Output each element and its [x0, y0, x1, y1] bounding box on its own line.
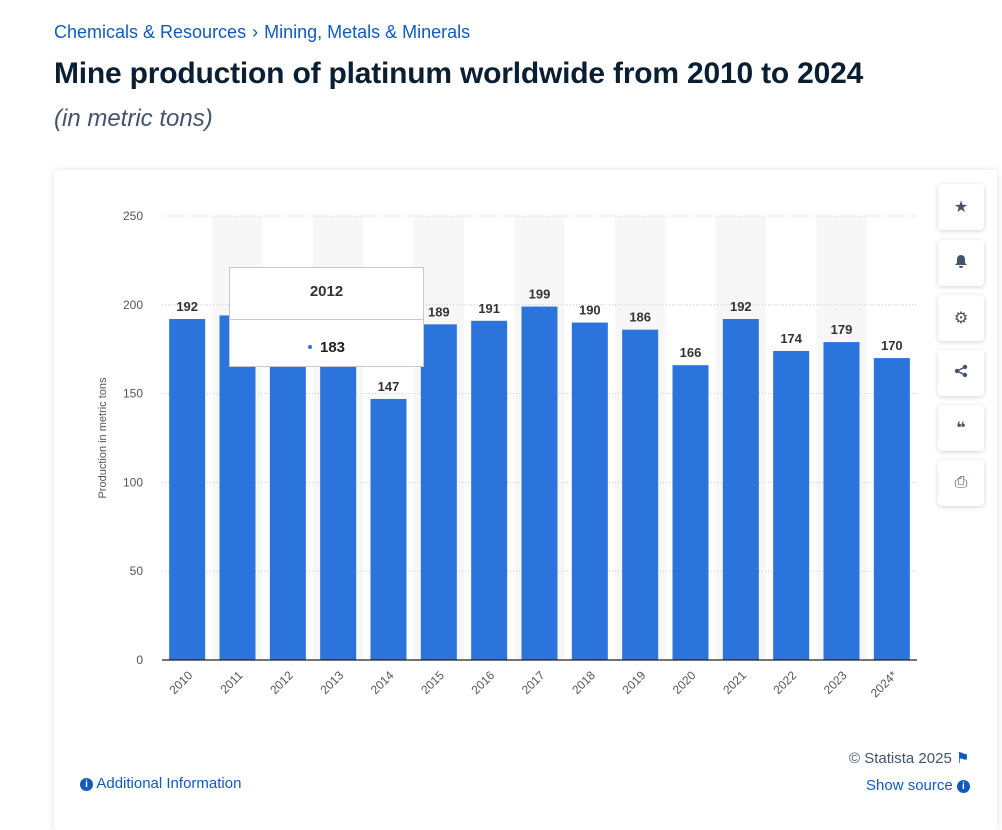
y-tick-label: 150: [123, 387, 143, 401]
bar[interactable]: [471, 320, 508, 660]
copyright[interactable]: © Statista 2025 ⚑: [849, 749, 969, 767]
additional-information-link[interactable]: i Additional Information: [80, 775, 241, 792]
additional-information-label: Additional Information: [96, 775, 242, 792]
show-source-link[interactable]: Show source i: [866, 777, 970, 794]
x-tick-label: 2021: [720, 668, 749, 697]
x-tick-label: 2017: [519, 668, 548, 697]
x-tick-label: 2018: [569, 668, 598, 697]
favorite-button[interactable]: ★: [938, 184, 984, 230]
data-label: 179: [831, 322, 853, 337]
y-tick-label: 100: [123, 475, 143, 489]
x-tick-label: 2014: [368, 668, 397, 697]
share-button[interactable]: [938, 350, 984, 396]
star-icon: ★: [953, 199, 969, 216]
tooltip: 2012 183: [229, 267, 424, 367]
gear-icon: ⚙: [953, 310, 969, 327]
settings-button[interactable]: ⚙: [938, 295, 984, 341]
page-subtitle: (in metric tons): [54, 105, 213, 132]
bar[interactable]: [672, 365, 709, 660]
x-tick-label: 2011: [217, 668, 245, 696]
quote-icon: ❝: [956, 420, 966, 437]
breadcrumb-link[interactable]: Mining, Metals & Minerals: [264, 22, 471, 42]
show-source-label: Show source: [866, 777, 953, 794]
info-icon: i: [956, 780, 970, 793]
flag-icon: ⚑: [955, 750, 970, 767]
tooltip-value: 183: [319, 339, 346, 356]
data-label: 190: [579, 303, 601, 318]
bar[interactable]: [521, 306, 558, 660]
data-label: 191: [478, 301, 500, 316]
bar[interactable]: [773, 350, 810, 660]
breadcrumb: Chemicals & Resources › Mining, Metals & M…: [54, 22, 994, 52]
copyright-text: © Statista 2025: [849, 750, 952, 767]
x-tick-label: 2015: [418, 668, 447, 697]
breadcrumb-link[interactable]: Chemicals & Resources: [54, 22, 247, 42]
notification-button[interactable]: [938, 240, 984, 286]
data-label: 147: [378, 379, 400, 394]
bar[interactable]: [622, 329, 659, 660]
bar-chart: 0 50 100 150 200 250 Production in metric tons…: [97, 209, 917, 700]
y-axis-label: Production in metric tons: [97, 377, 109, 499]
bar[interactable]: [370, 398, 407, 660]
x-tick-label: 2023: [821, 668, 850, 697]
x-tick-label: 2022: [771, 668, 800, 697]
data-label: 166: [680, 345, 702, 360]
y-tick-label: 50: [130, 564, 144, 578]
bar[interactable]: [219, 315, 256, 660]
data-label: 170: [881, 338, 903, 353]
y-tick-label: 250: [123, 209, 143, 223]
data-label: 189: [428, 304, 450, 319]
print-icon: ⎙: [954, 474, 968, 491]
breadcrumb-separator: ›: [252, 22, 259, 42]
bar[interactable]: [320, 333, 357, 660]
page-title: Mine production of platinum worldwide fr…: [54, 57, 864, 90]
tooltip-year: 2012: [230, 268, 423, 320]
cite-button[interactable]: ❝: [938, 405, 984, 451]
bar[interactable]: [823, 342, 860, 660]
bar[interactable]: [571, 322, 608, 660]
bar[interactable]: [420, 324, 457, 660]
data-label: 174: [780, 331, 802, 346]
x-tick-label: 2020: [670, 668, 699, 697]
series-dot-icon: [307, 345, 312, 349]
data-label: 192: [176, 299, 198, 314]
y-tick-label: 200: [123, 298, 143, 312]
x-tick-label: 2013: [318, 668, 347, 697]
bar[interactable]: [722, 319, 759, 660]
x-tick-label: 2016: [469, 668, 498, 697]
bar[interactable]: [269, 334, 306, 660]
x-tick-label: 2012: [267, 668, 296, 697]
x-tick-label: 2010: [167, 668, 196, 697]
x-tick-label: 2024*: [868, 668, 900, 700]
y-tick-label: 0: [136, 653, 143, 667]
print-button[interactable]: ⎙: [938, 460, 984, 506]
data-label: 192: [730, 299, 752, 314]
data-label: 199: [529, 287, 551, 302]
x-tick-label: 2019: [620, 668, 649, 697]
bar[interactable]: [169, 319, 206, 660]
page-header: Chemicals & Resources › Mining, Metals & M…: [54, 22, 994, 134]
data-label: 186: [629, 310, 651, 325]
bell-icon: [954, 254, 968, 273]
info-icon: i: [80, 778, 93, 791]
share-icon: [954, 364, 968, 383]
bar[interactable]: [873, 358, 910, 660]
